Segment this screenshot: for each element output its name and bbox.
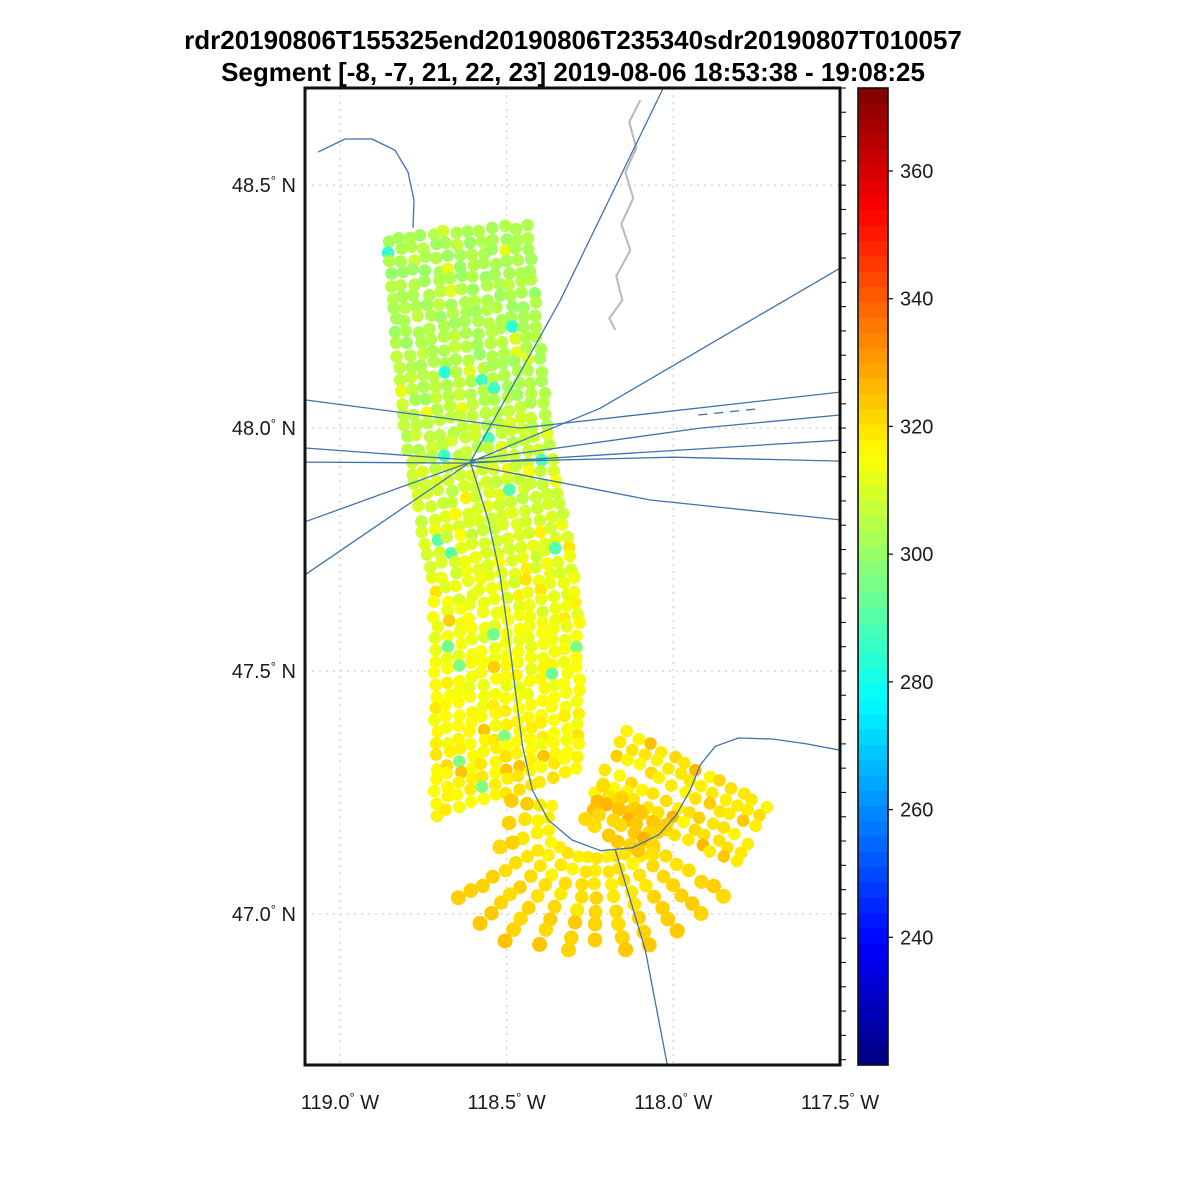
track-line [317,138,415,228]
track-line [304,87,664,576]
map-frame [303,86,846,1067]
colorbar-tick-label: 360 [900,161,933,183]
colorbar-tick-label: 340 [900,289,933,311]
colorbar-frame [857,87,889,1066]
coastline [608,99,642,331]
colorbar: 240 260 280 300 320 340 360 [857,87,933,1066]
track-line [469,461,841,852]
x-tick-label: 118.0° W [634,1090,712,1114]
track-line [304,267,841,523]
track-line [698,407,761,416]
track-lines [304,87,841,1066]
x-tick-label: 119.0° W [301,1090,379,1114]
scatter-cluster [578,778,673,862]
track-line [304,414,841,461]
x-tick-label: 117.5° W [801,1090,879,1114]
colorbar-tick-label: 240 [900,927,933,949]
colorbar-tick-label: 320 [900,416,933,438]
x-tick-label: 118.5° W [468,1090,546,1114]
axis-labels: 48.5° N 48.0° N 47.5° N 47.0° N 119.0° W 118.… [232,173,879,1114]
y-tick-label: 47.5° N [232,659,296,683]
colorbar-tick-label: 280 [900,672,933,694]
y-tick-label: 48.5° N [232,173,296,197]
title-block: rdr20190806T155325end20190806T235340sdr2… [170,24,976,88]
colorbar-tick-label: 300 [900,544,933,566]
scatter-swath-main [381,218,586,823]
y-tick-label: 47.0° N [232,902,296,926]
track-line [470,464,841,521]
figure-title: rdr20190806T155325end20190806T235340sdr2… [184,25,962,55]
track-line [304,391,841,429]
colorbar-tick-label: 260 [900,800,933,822]
figure-subtitle: Segment [-8, -7, 21, 22, 23] 2019-08-06 … [221,57,925,87]
track-line [470,456,841,463]
y-tick-label: 48.0° N [232,416,296,440]
track-line [614,849,668,1066]
